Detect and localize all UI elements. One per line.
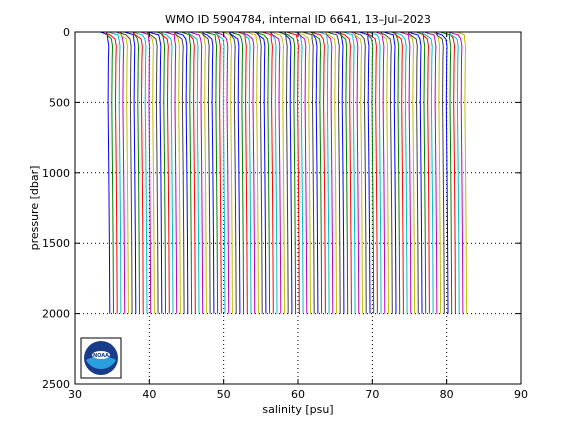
profile-line [421,32,434,314]
profile-line [380,32,389,314]
profile-line [298,32,311,314]
profile-line [278,32,289,314]
profile-line [311,32,323,314]
profile-line [205,32,219,314]
profile-line [318,32,330,314]
profile-line [339,32,349,314]
profile-line [339,32,352,314]
profile-line [424,32,438,314]
profile-line [230,32,245,314]
profile-line [187,32,200,314]
x-tick-label: 40 [142,388,156,401]
profile-line [106,32,114,314]
profile-line [325,32,337,314]
profile-line [149,32,163,314]
profile-line [343,32,356,314]
y-tick-label: 2500 [42,378,70,391]
profile-line [394,32,404,314]
profile-line [243,32,252,314]
profile-line [216,32,230,314]
profile-line [108,32,122,314]
profile-line [286,32,300,314]
profile-line [237,32,248,314]
profile-line [380,32,393,314]
profile-line [228,32,241,314]
y-tick-label: 1000 [42,167,70,180]
profile-line [450,32,464,314]
noaa-logo: NOAA [80,337,122,379]
profile-line [407,32,419,314]
grid [75,32,521,384]
profile-line [456,32,468,314]
profile-line [140,32,152,314]
x-tick-label: 60 [291,388,305,401]
axis-ticks [74,31,522,385]
profile-line [448,32,460,314]
profile-line [175,32,189,314]
profile-line [435,32,449,314]
profile-line [160,32,170,314]
y-tick-label: 2000 [42,308,70,321]
profile-line [105,32,118,314]
profile-line [416,32,427,314]
profile-line [256,32,267,314]
profile-line [312,32,326,314]
x-tick-label: 80 [440,388,454,401]
profile-line [383,32,397,314]
profile-line [202,32,215,314]
profile-line [353,32,367,314]
profile-line [132,32,144,314]
profile-line [394,32,408,314]
x-tick-label: 50 [217,388,231,401]
profile-line [435,32,445,314]
profile-line [161,32,174,314]
profile-line [215,32,226,314]
tick-labels: 30 40 50 60 70 80 90 0 500 1000 1500 2000 2500 [42,26,528,401]
profile-line [366,32,378,314]
profile-line [271,32,285,314]
profile-lines [100,32,468,314]
profile-line [120,32,133,314]
profile-line [202,32,211,314]
profile-line [284,32,297,314]
x-axis-label: salinity [psu] [262,403,333,416]
noaa-logo-text: NOAA [93,353,109,359]
profile-line [119,32,129,314]
profile-line [302,32,315,314]
profile-line [134,32,148,314]
chart-title: WMO ID 5904784, internal ID 6641, 13–Jul… [165,13,431,26]
profile-line [261,32,274,314]
profile-line [221,32,233,314]
profile-line [368,32,382,314]
profile-line [257,32,271,314]
y-tick-label: 1500 [42,237,70,250]
profile-line [164,32,178,314]
profile-line [352,32,363,314]
profile-line [246,32,259,314]
y-axis-label: pressure [dbar] [28,166,41,251]
profile-line [189,32,204,314]
x-tick-label: 30 [68,388,82,401]
profile-line [359,32,371,314]
profile-line [327,32,341,314]
profile-line [399,32,412,314]
profile-line [100,32,111,314]
profile-line [174,32,185,314]
profile-line [298,32,308,314]
profile-line [124,32,137,314]
x-tick-label: 90 [514,388,528,401]
profile-line [243,32,256,314]
profile-line [270,32,282,314]
x-tick-label: 70 [365,388,379,401]
y-tick-label: 500 [49,96,70,109]
y-tick-label: 0 [63,26,70,39]
profile-line [409,32,423,314]
profile-line [375,32,386,314]
profile-line [181,32,193,314]
